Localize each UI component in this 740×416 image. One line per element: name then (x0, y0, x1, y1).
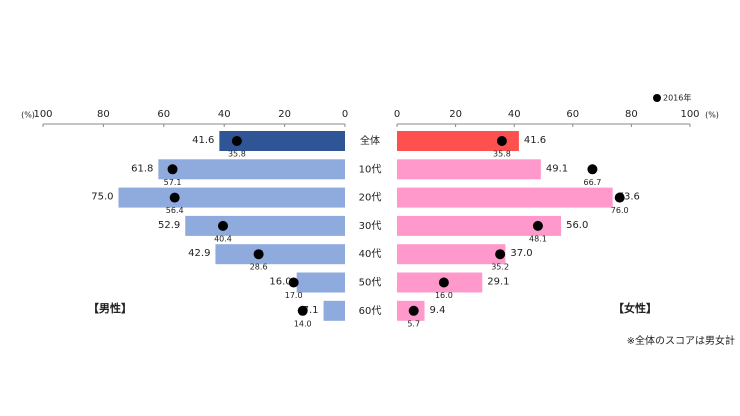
bar-value-label: 16.0 (269, 277, 291, 288)
dot (408, 305, 419, 316)
dot (532, 220, 543, 231)
x-tick-label: 20 (449, 109, 462, 120)
dot-value-label: 56.4 (166, 206, 184, 215)
bar-value-label: 61.8 (131, 163, 153, 174)
x-tick-label: 60 (157, 109, 170, 120)
dot (288, 277, 299, 288)
bar (397, 131, 519, 151)
category-label: 60代 (359, 305, 382, 317)
bar (397, 215, 562, 236)
bar-value-label: 9.4 (430, 305, 446, 316)
dot-value-label: 35.8 (493, 150, 511, 159)
dot-value-label: 66.7 (584, 178, 602, 187)
x-tick-label: 100 (680, 109, 699, 120)
dot (438, 277, 449, 288)
dot-value-label: 76.0 (611, 206, 629, 215)
axis-unit: (%) (21, 111, 35, 120)
axis-unit: (%) (705, 111, 719, 120)
x-tick-label: 20 (278, 109, 291, 120)
bar (296, 272, 345, 293)
category-label: 30代 (359, 220, 382, 232)
category-label: 全体 (360, 134, 380, 147)
x-tick-label: 80 (97, 109, 110, 120)
bar (397, 244, 506, 265)
dot-value-label: 35.2 (491, 263, 509, 272)
bar-value-label: 52.9 (158, 220, 180, 231)
bar-value-label: 41.6 (192, 135, 214, 146)
x-tick-label: 80 (625, 109, 638, 120)
bar-value-label: 41.6 (524, 135, 546, 146)
bar-value-label: 73.6 (618, 192, 640, 203)
dot-value-label: 57.1 (164, 178, 182, 187)
bar (185, 215, 345, 236)
dot (297, 305, 308, 316)
x-tick-label: 40 (508, 109, 521, 120)
dot (587, 164, 598, 175)
dot (496, 136, 507, 146)
x-tick-label: 0 (394, 109, 400, 120)
x-tick-label: 0 (342, 109, 348, 120)
panel-label: 【女性】 (613, 301, 657, 315)
dot-value-label: 40.4 (214, 234, 232, 243)
dot (253, 249, 264, 260)
x-tick-label: 100 (33, 109, 52, 120)
bar-value-label: 42.9 (188, 248, 210, 259)
dot (169, 192, 180, 203)
bar-value-label: 56.0 (566, 220, 588, 231)
legend-label: 2016年 (663, 93, 691, 103)
dot-value-label: 16.0 (435, 291, 453, 300)
dot (614, 192, 625, 203)
dot (495, 249, 506, 260)
bar (219, 131, 345, 151)
bar (397, 159, 541, 180)
dot-value-label: 48.1 (529, 234, 547, 243)
note: ※全体のスコアは男女計 (627, 334, 735, 347)
bar (158, 159, 345, 180)
dot (231, 136, 242, 146)
bar (397, 187, 613, 208)
category-label: 20代 (359, 192, 382, 204)
bar-value-label: 49.1 (546, 163, 568, 174)
x-tick-label: 60 (566, 109, 579, 120)
dot-value-label: 14.0 (294, 319, 312, 328)
category-label: 40代 (359, 248, 382, 260)
dot (167, 164, 178, 175)
bar (323, 300, 345, 321)
bar-value-label: 75.0 (91, 192, 113, 203)
category-label: 50代 (359, 277, 382, 289)
bar-value-label: 7.1 (303, 305, 319, 316)
bar (215, 244, 345, 265)
dot-value-label: 5.7 (407, 319, 420, 328)
legend-marker (653, 94, 661, 102)
dot-value-label: 28.6 (250, 263, 268, 272)
dot-value-label: 17.0 (285, 291, 303, 300)
bar-value-label: 37.0 (510, 248, 532, 259)
dot (217, 220, 228, 231)
bar (118, 187, 345, 208)
panel-label: 【男性】 (88, 301, 132, 315)
x-tick-label: 40 (218, 109, 231, 120)
bar-value-label: 29.1 (487, 277, 509, 288)
category-label: 10代 (359, 163, 382, 175)
dot-value-label: 35.8 (228, 150, 246, 159)
